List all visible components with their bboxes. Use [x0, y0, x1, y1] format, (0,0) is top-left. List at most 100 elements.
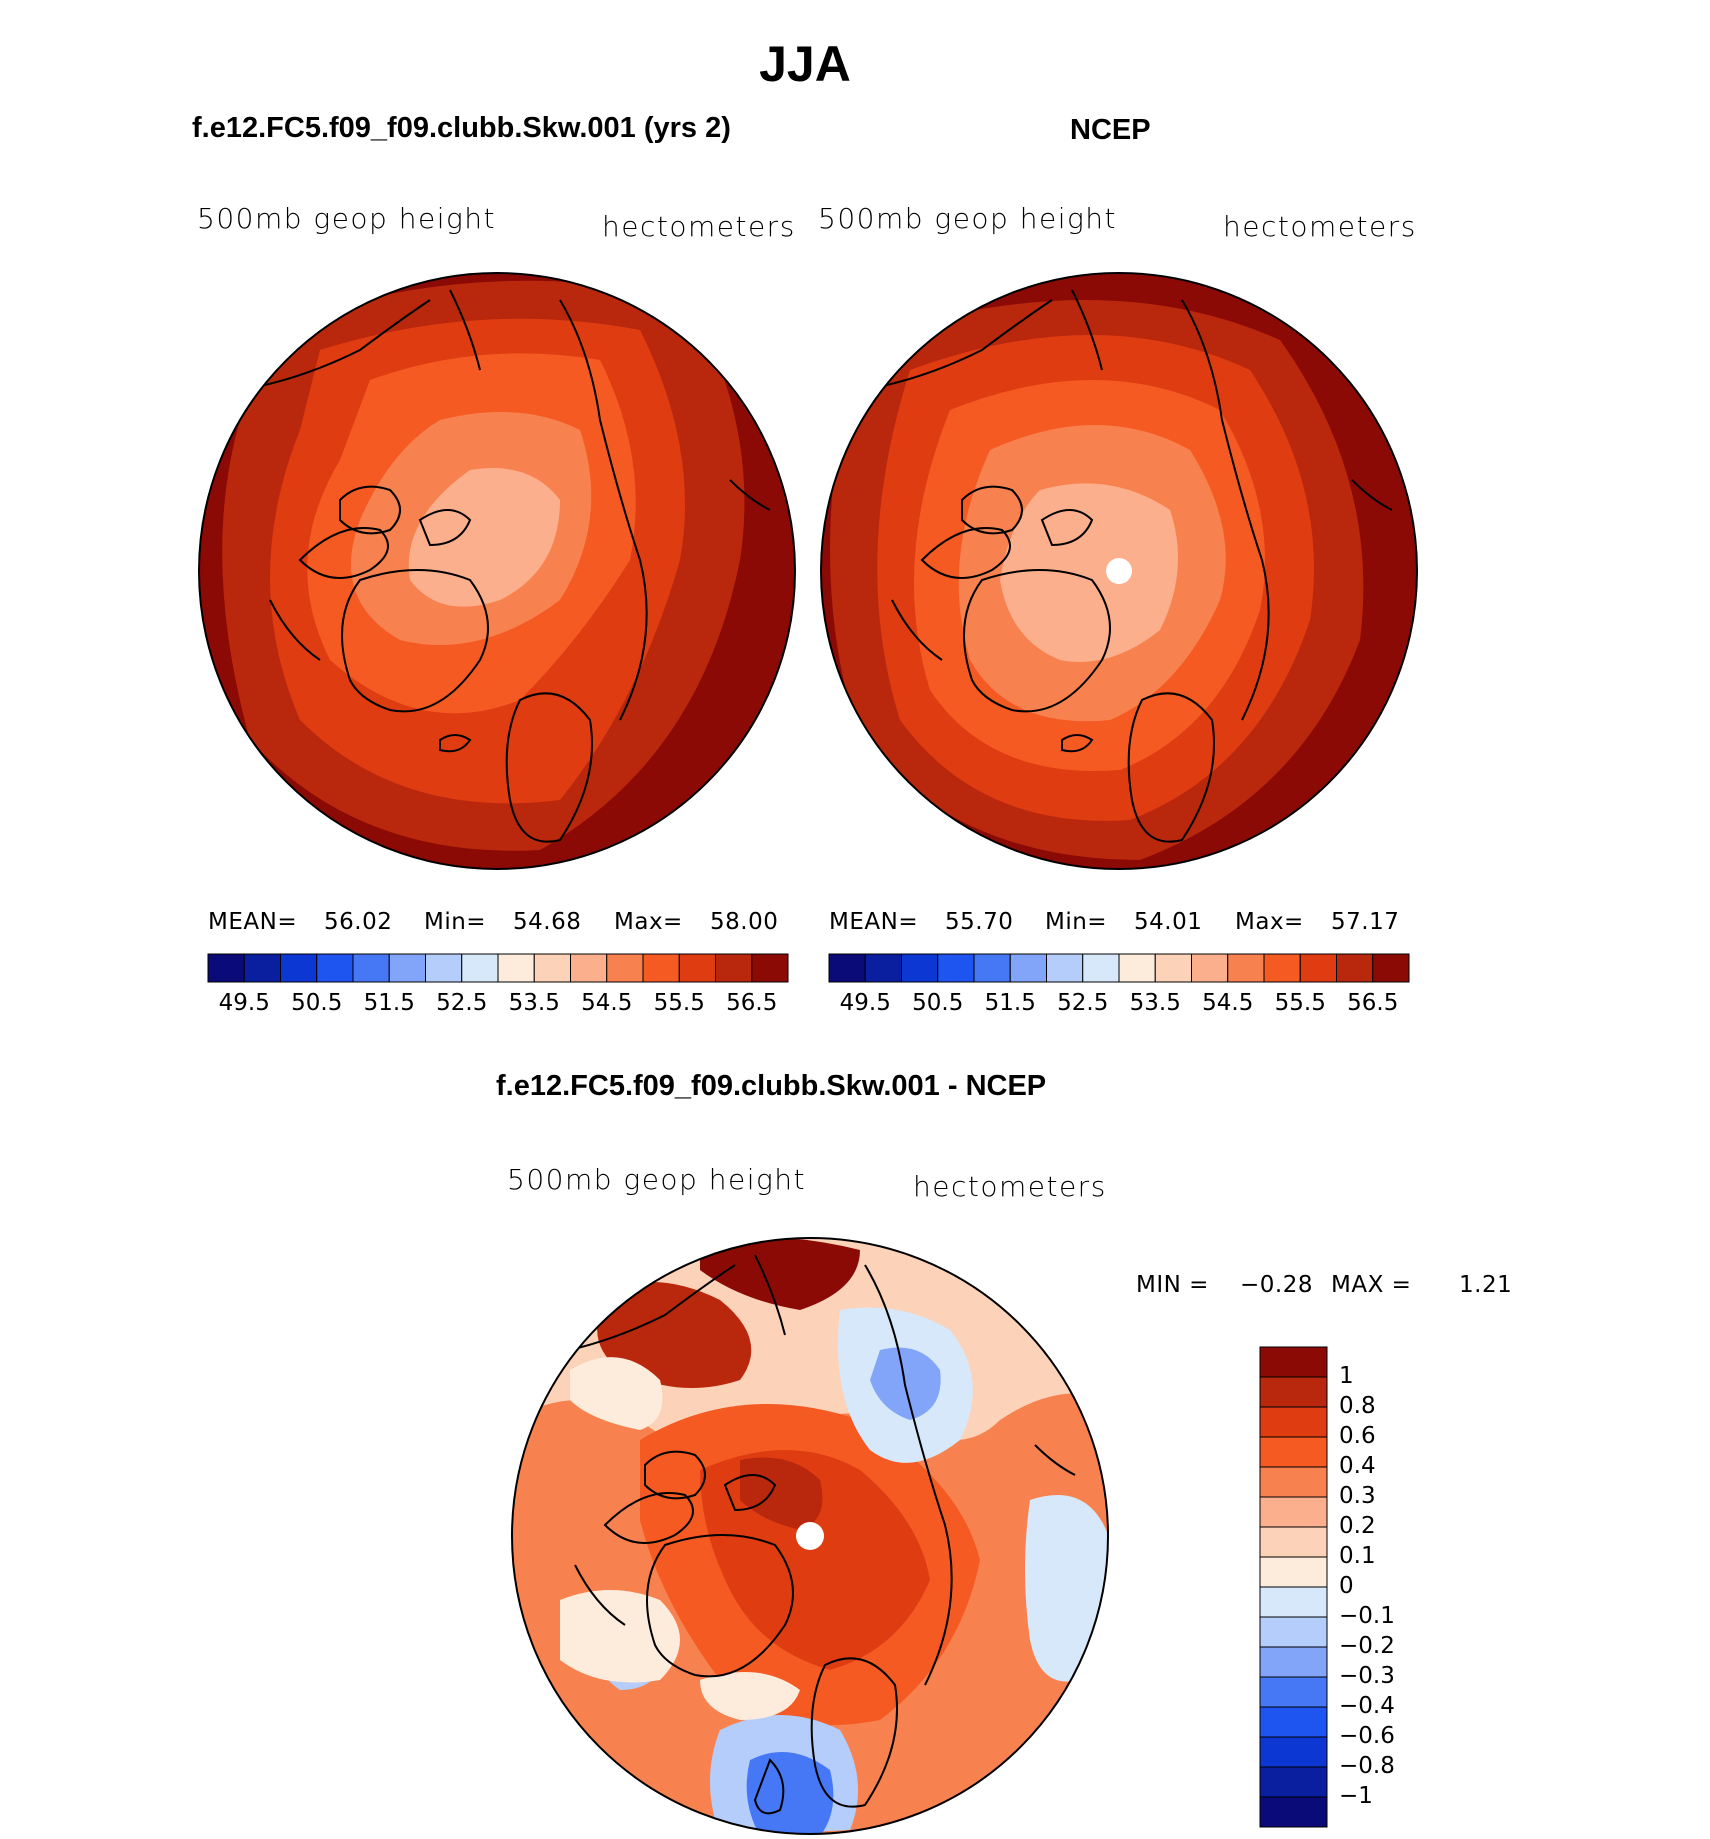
panel1-colorbar-box	[425, 953, 463, 983]
panel2-colorbar-box	[1046, 953, 1084, 983]
panel3-colorbar-box	[1259, 1436, 1328, 1468]
panel1-min-value: 54.68	[513, 909, 582, 935]
panel3-colorbar-box	[1259, 1346, 1328, 1378]
panel3-title: f.e12.FC5.f09_f09.clubb.Skw.001 - NCEP	[496, 1070, 1047, 1102]
panel3-colorbar-box	[1259, 1406, 1328, 1438]
panel1-colorbar-tick-label: 49.5	[218, 990, 270, 1016]
panel3-colorbar-tick-label: −1	[1339, 1783, 1373, 1809]
panel1-colorbar-tick-label: 53.5	[508, 990, 560, 1016]
panel1-map-border	[198, 272, 796, 870]
panel1-colorbar-box	[388, 953, 426, 983]
panel2-colorbar-tick-label: 56.5	[1347, 990, 1399, 1016]
panel1-min-label: Min=	[424, 909, 487, 935]
panel1-colorbar-box	[751, 953, 789, 983]
panel2-colorbar-tick-label: 52.5	[1057, 990, 1109, 1016]
panel1-colorbar-box	[533, 953, 571, 983]
panel3-max-value: 1.21	[1459, 1272, 1513, 1298]
panel1-colorbar-box	[316, 953, 354, 983]
panel2-coastlines	[861, 289, 1393, 843]
panel2-title: NCEP	[1070, 114, 1151, 146]
panel2-colorbar-box	[1263, 953, 1301, 983]
panel2-colorbar-box	[1154, 953, 1192, 983]
panel3-min-label: MIN =	[1136, 1272, 1209, 1298]
panel2-colorbar-box	[1227, 953, 1265, 983]
panel3-colorbar-tick-label: 0.3	[1339, 1483, 1376, 1509]
panel2-colorbar-tick-label: 55.5	[1274, 990, 1326, 1016]
panel1-colorbar-tick-label: 56.5	[726, 990, 778, 1016]
panel1-map	[198, 272, 796, 870]
panel2-colorbar-box	[1372, 953, 1410, 983]
main-title: JJA	[759, 36, 851, 92]
panel3-min-value: −0.28	[1240, 1272, 1313, 1298]
panel1-title: f.e12.FC5.f09_f09.clubb.Skw.001 (yrs 2)	[192, 112, 731, 144]
panel2-colorbar-box	[1118, 953, 1156, 983]
panel2-colorbar-box	[1299, 953, 1337, 983]
panel3-colorbar-tick-label: −0.2	[1339, 1633, 1395, 1659]
panel1-colorbar-box	[606, 953, 644, 983]
panel2-mean-label: MEAN=	[829, 909, 919, 935]
panel3-colorbar-tick-label: 0.8	[1339, 1393, 1376, 1419]
panel3-colorbar-tick-label: −0.8	[1339, 1753, 1395, 1779]
panel3-colorbar-box	[1259, 1616, 1328, 1648]
panel1-colorbar-box	[715, 953, 753, 983]
panel1-colorbar-tick-label: 55.5	[653, 990, 705, 1016]
panel2-map-border	[820, 272, 1418, 870]
panel2-colorbar-tick-label: 51.5	[984, 990, 1036, 1016]
panel2-units-label: hectometers	[1223, 210, 1417, 243]
panel3-colorbar-box	[1259, 1556, 1328, 1588]
panel2-max-label: Max=	[1235, 909, 1304, 935]
panel3-colorbar-tick-label: 0.2	[1339, 1513, 1376, 1539]
panel3-colorbar-box	[1259, 1646, 1328, 1678]
panel2-colorbar-box	[937, 953, 975, 983]
panel1-colorbar-box	[461, 953, 499, 983]
panel3-colorbar-box	[1259, 1796, 1328, 1828]
panel1-colorbar-box	[207, 953, 245, 983]
panel1-units-label: hectometers	[602, 210, 796, 243]
panel3-variable-label: 500mb geop height	[507, 1163, 807, 1196]
panel3-units-label: hectometers	[913, 1170, 1107, 1203]
panel2-mean-value: 55.70	[945, 909, 1014, 935]
panel2-pole-marker	[1106, 558, 1132, 584]
panel1-colorbar-box	[642, 953, 680, 983]
panel1-mean-value: 56.02	[324, 909, 393, 935]
panel2-min-label: Min=	[1045, 909, 1108, 935]
panel1-colorbar-tick-label: 52.5	[436, 990, 488, 1016]
panel2-colorbar-tick-label: 50.5	[912, 990, 964, 1016]
panel3-pole-marker	[796, 1522, 824, 1550]
panel1-mean-label: MEAN=	[208, 909, 298, 935]
panel3-colorbar-box	[1259, 1526, 1328, 1558]
panel1-max-value: 58.00	[710, 909, 779, 935]
panel2-colorbar-box	[1082, 953, 1120, 983]
panel2-colorbar-box	[1009, 953, 1047, 983]
panel1-colorbar-box	[570, 953, 608, 983]
panel1-max-label: Max=	[614, 909, 683, 935]
panel2-max-value: 57.17	[1331, 909, 1400, 935]
panel1-colorbar-tick-label: 50.5	[291, 990, 343, 1016]
panel3-colorbar-tick-label: 0.6	[1339, 1423, 1376, 1449]
panel2-colorbar-box	[1191, 953, 1229, 983]
panel3-colorbar-box	[1259, 1706, 1328, 1738]
panel1-contour-field	[199, 273, 795, 869]
panel3-coastlines	[544, 1254, 1076, 1815]
panel2-colorbar-box	[828, 953, 866, 983]
panel3-colorbar-tick-label: −0.6	[1339, 1723, 1395, 1749]
panel2-colorbar-tick-label: 53.5	[1129, 990, 1181, 1016]
panel2-map	[820, 272, 1418, 870]
panel3-colorbar-tick-label: 0.1	[1339, 1543, 1376, 1569]
panel1-colorbar-box	[678, 953, 716, 983]
panel2-variable-label: 500mb geop height	[818, 202, 1118, 235]
panel2-colorbar-tick-label: 49.5	[839, 990, 891, 1016]
panel1-colorbar-box	[352, 953, 390, 983]
panel3-colorbar-box	[1259, 1376, 1328, 1408]
panel3-colorbar-tick-label: −0.3	[1339, 1663, 1395, 1689]
panel3-max-label: MAX =	[1331, 1272, 1412, 1298]
panel2-min-value: 54.01	[1134, 909, 1203, 935]
panel3-colorbar-box	[1259, 1586, 1328, 1618]
panel3-colorbar-box	[1259, 1676, 1328, 1708]
panel3-colorbar-box	[1259, 1496, 1328, 1528]
panel1-coastlines	[239, 289, 771, 843]
panel3-colorbar-tick-label: 0.4	[1339, 1453, 1376, 1479]
panel2-colorbar-box	[973, 953, 1011, 983]
panel1-colorbar-box	[497, 953, 535, 983]
